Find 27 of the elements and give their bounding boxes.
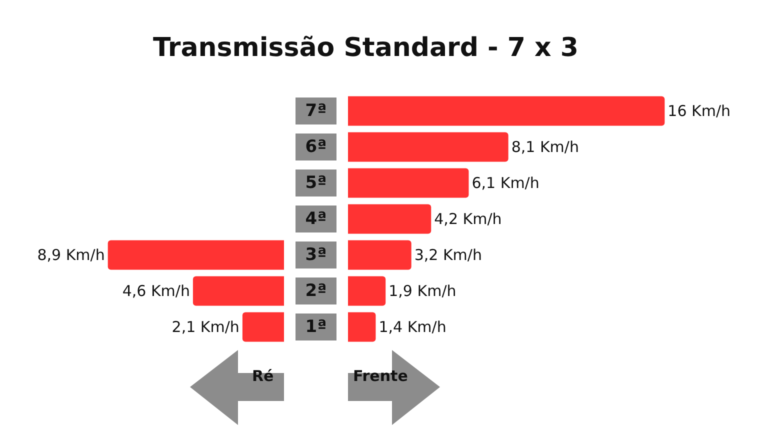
text: Frente bbox=[353, 367, 408, 385]
data-label: 3,2 Km/h bbox=[414, 246, 482, 264]
data-label: 4,6 Km/h bbox=[122, 282, 190, 300]
data-label: 1,9 Km/h bbox=[388, 282, 456, 300]
category-label: 7ª bbox=[305, 101, 327, 121]
bar bbox=[348, 204, 432, 234]
bar bbox=[348, 168, 469, 198]
category-label: 4ª bbox=[305, 209, 327, 229]
category-label: 6ª bbox=[305, 137, 327, 157]
text: Ré bbox=[252, 367, 274, 385]
bar bbox=[348, 312, 376, 342]
bar bbox=[348, 276, 386, 306]
data-label: 8,1 Km/h bbox=[511, 138, 579, 156]
data-label: 1,4 Km/h bbox=[378, 318, 446, 336]
data-label: 6,1 Km/h bbox=[472, 174, 540, 192]
text: Transmissão Standard - 7 x 3 bbox=[153, 33, 578, 64]
data-label: 2,1 Km/h bbox=[172, 318, 240, 336]
bar bbox=[348, 240, 412, 270]
category-label: 3ª bbox=[305, 245, 327, 265]
category-label: 1ª bbox=[305, 317, 327, 337]
data-label: 16 Km/h bbox=[668, 102, 731, 120]
data-label: 8,9 Km/h bbox=[37, 246, 105, 264]
bar bbox=[348, 132, 508, 162]
category-label: 5ª bbox=[305, 173, 327, 193]
bar bbox=[348, 96, 665, 126]
data-label: 4,2 Km/h bbox=[434, 210, 502, 228]
category-label: 2ª bbox=[305, 281, 327, 301]
